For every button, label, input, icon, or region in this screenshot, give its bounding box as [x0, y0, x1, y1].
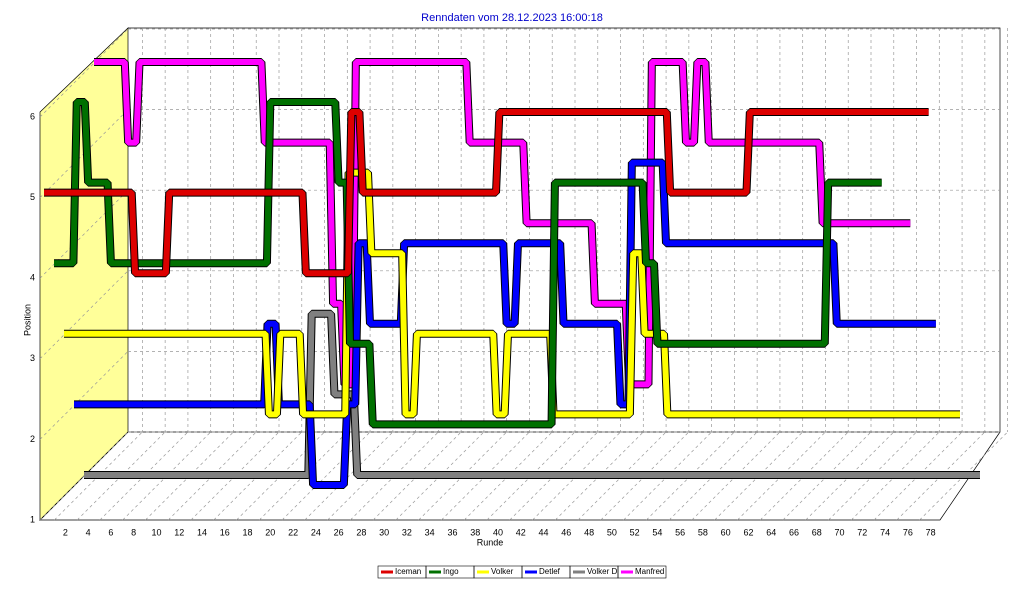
plot [44, 58, 980, 489]
x-tick-label: 58 [698, 527, 708, 537]
legend-label: Volker D [587, 567, 617, 576]
x-tick-label: 44 [539, 527, 549, 537]
x-tick-label: 36 [447, 527, 457, 537]
x-tick-label: 50 [607, 527, 617, 537]
x-tick-label: 42 [516, 527, 526, 537]
x-tick-label: 2 [63, 527, 68, 537]
x-tick-label: 8 [131, 527, 136, 537]
x-tick-label: 70 [835, 527, 845, 537]
x-tick-label: 20 [265, 527, 275, 537]
x-tick-label: 76 [903, 527, 913, 537]
x-tick-label: 54 [652, 527, 662, 537]
x-tick-label: 74 [880, 527, 890, 537]
x-tick-label: 12 [174, 527, 184, 537]
x-tick-label: 34 [425, 527, 435, 537]
grid-line [304, 431, 394, 521]
y-tick-label: 3 [30, 353, 35, 363]
x-tick-label: 72 [857, 527, 867, 537]
x-tick-label: 46 [561, 527, 571, 537]
back-wall [128, 27, 1001, 433]
x-tick-label: 64 [766, 527, 776, 537]
series-line [74, 159, 936, 488]
x-tick-label: 28 [356, 527, 366, 537]
legend-label: Manfred [635, 567, 664, 576]
y-tick-label: 5 [30, 192, 35, 202]
x-tick-label: 32 [402, 527, 412, 537]
grid-line [39, 28, 129, 118]
x-tick-label: 18 [243, 527, 253, 537]
x-tick-label: 68 [812, 527, 822, 537]
y-tick-label: 6 [30, 111, 35, 121]
x-tick-label: 52 [630, 527, 640, 537]
x-tick-label: 16 [220, 527, 230, 537]
x-tick-label: 14 [197, 527, 207, 537]
x-axis-title: Runde [477, 537, 504, 547]
x-tick-label: 40 [493, 527, 503, 537]
legend-label: Ingo [443, 567, 459, 576]
legend-box [617, 565, 667, 579]
series-line [44, 109, 929, 277]
x-tick-label: 10 [151, 527, 161, 537]
x-tick-label: 4 [86, 527, 91, 537]
y-tick-label: 1 [30, 514, 35, 524]
legend-label: Volker [491, 567, 514, 576]
x-tick-label: 24 [311, 527, 321, 537]
y-tick-label: 2 [30, 434, 35, 444]
y-tick-label: 4 [30, 273, 35, 283]
series-line [64, 169, 960, 418]
chart-title: Renndaten vom 28.12.2023 16:00:18 [421, 12, 603, 24]
series-line [84, 310, 980, 478]
x-tick-label: 6 [108, 527, 113, 537]
x-tick-label: 60 [721, 527, 731, 537]
x-tick-label: 56 [675, 527, 685, 537]
x-tick-label: 62 [743, 527, 753, 537]
x-tick-label: 22 [288, 527, 298, 537]
y-axis-title: Position [22, 304, 32, 336]
x-tick-label: 26 [334, 527, 344, 537]
grid-line [39, 270, 129, 360]
x-tick-label: 66 [789, 527, 799, 537]
x-tick-label: 48 [584, 527, 594, 537]
legend-label: Iceman [395, 567, 421, 576]
x-tick-label: 30 [379, 527, 389, 537]
x-tick-label: 38 [470, 527, 480, 537]
legend: Iceman Ingo Volker Detlef Volker D Manfred [377, 565, 667, 579]
series-line [94, 59, 911, 388]
legend-label: Detlef [539, 567, 561, 576]
x-tick-label: 78 [926, 527, 936, 537]
series-line [54, 99, 882, 428]
grid-line [39, 351, 129, 440]
series-shadow [84, 309, 980, 479]
